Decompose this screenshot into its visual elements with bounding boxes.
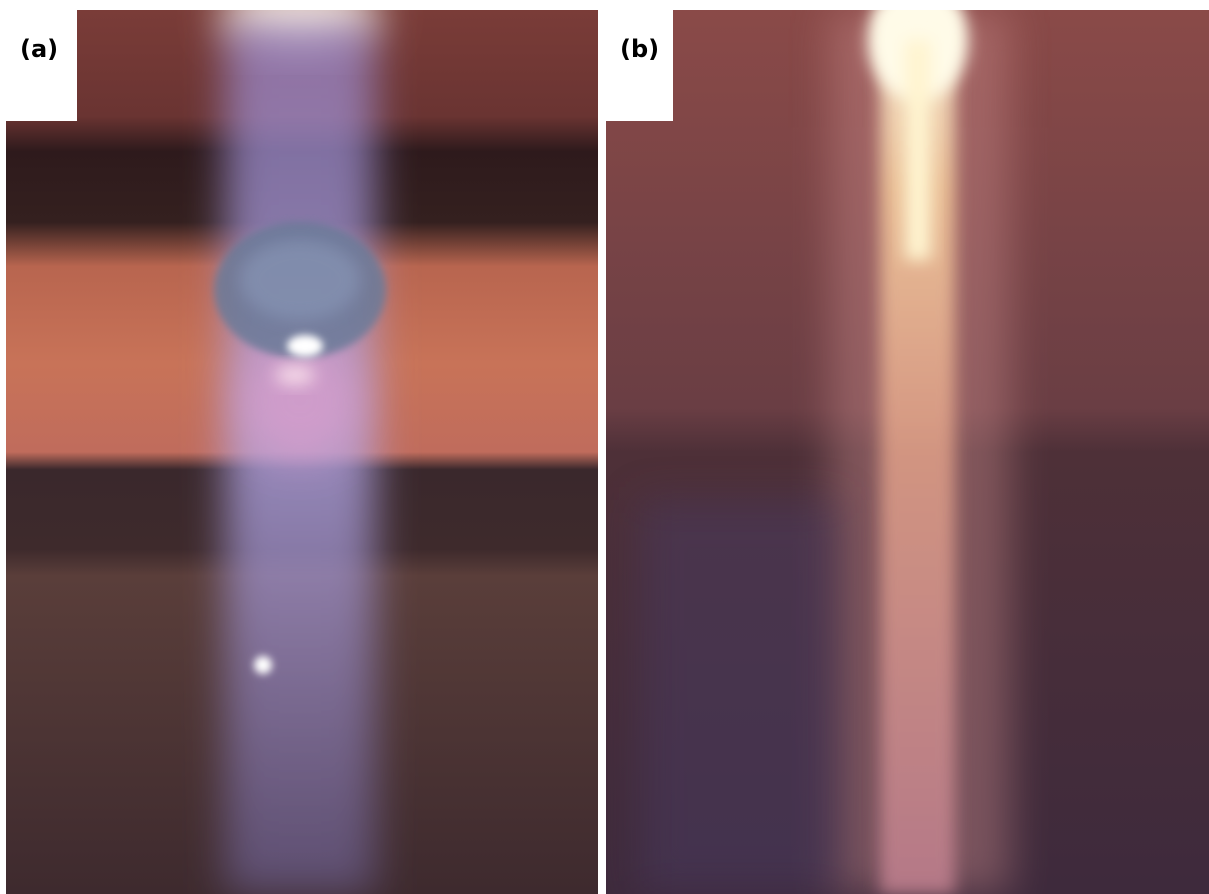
- figure: (a) (b): [0, 0, 1209, 894]
- photo-a: [6, 0, 598, 894]
- page: (a) (b) (() => { const data = JSON.parse…: [0, 0, 1209, 894]
- photo-b: [606, 0, 1209, 894]
- panel-label: (a): [20, 35, 58, 63]
- panel-label: (b): [620, 35, 659, 63]
